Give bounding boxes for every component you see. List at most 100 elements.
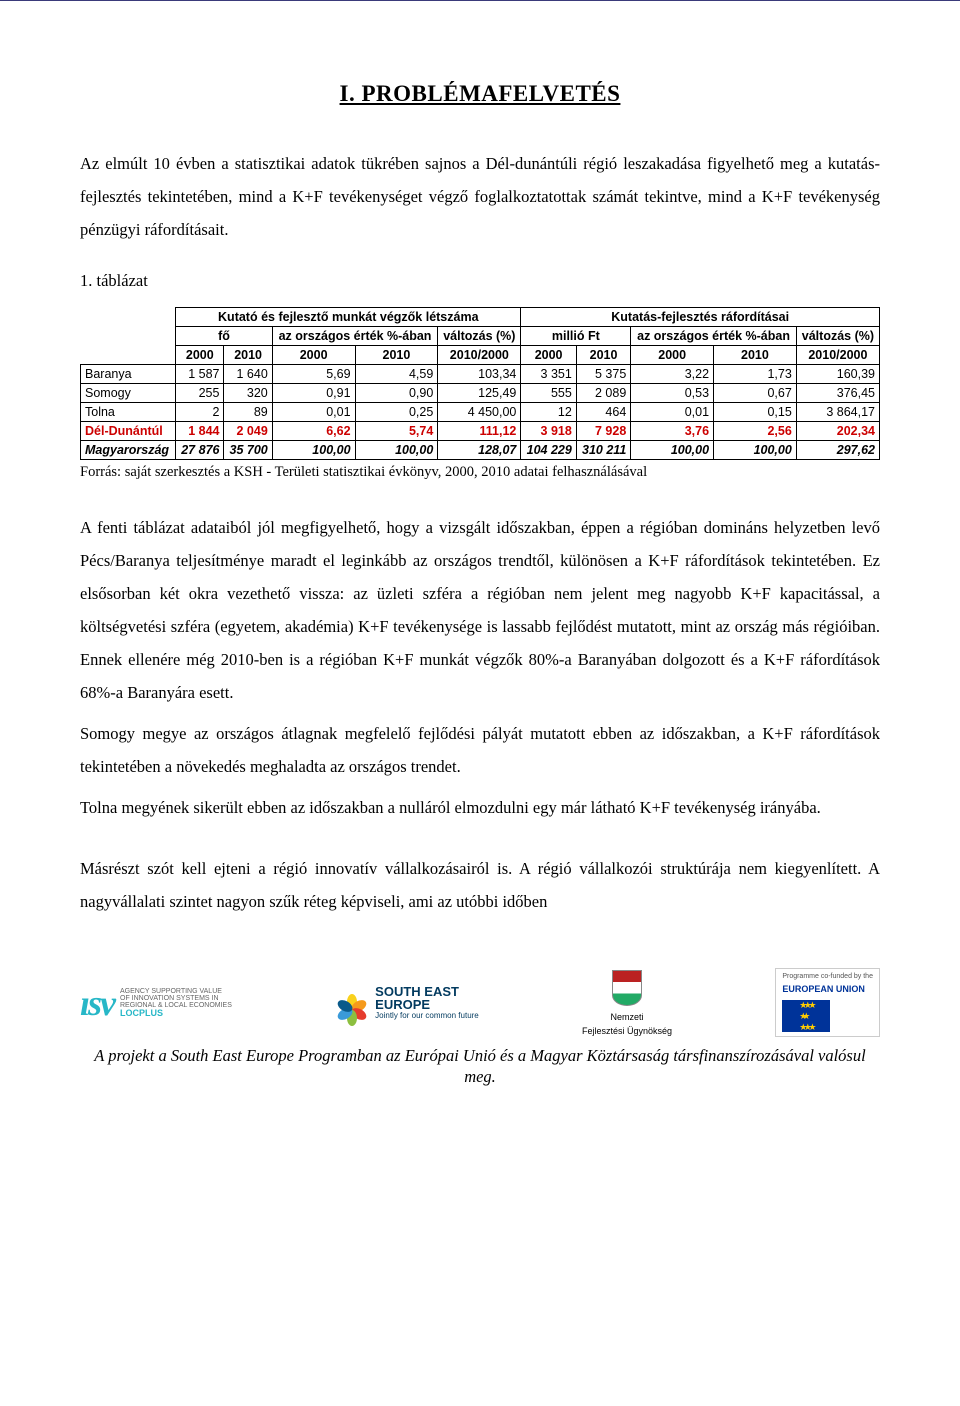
- row-name: Somogy: [81, 384, 176, 403]
- paragraph-analysis-3: Tolna megyének sikerült ebben az időszak…: [80, 791, 880, 824]
- nfu-line-2: Fejlesztési Ügynökség: [582, 1026, 672, 1036]
- cell: 3,22: [631, 365, 714, 384]
- paragraph-analysis-1: A fenti táblázat adataiból jól megfigyel…: [80, 511, 880, 709]
- cell: 310 211: [576, 441, 630, 460]
- cell: 125,49: [438, 384, 521, 403]
- cell: 100,00: [714, 441, 797, 460]
- cell: 464: [576, 403, 630, 422]
- col-year: 2010: [224, 346, 272, 365]
- row-name: Tolna: [81, 403, 176, 422]
- table-caption: 1. táblázat: [80, 264, 880, 297]
- col-sub-orsz-1: az országos érték %-ában: [272, 327, 438, 346]
- col-year: 2010: [576, 346, 630, 365]
- table-row: Tolna2890,010,254 450,00124640,010,153 8…: [81, 403, 880, 422]
- cell: 27 876: [176, 441, 224, 460]
- col-sub-valt-2: változás (%): [796, 327, 879, 346]
- col-year: 2010/2000: [796, 346, 879, 365]
- footer-logo-row: ısv AGENCY SUPPORTING VALUE OF INNOVATIO…: [80, 968, 880, 1037]
- table-row: Baranya1 5871 6405,694,59103,343 3515 37…: [81, 365, 880, 384]
- cell: 2 089: [576, 384, 630, 403]
- isv-text: AGENCY SUPPORTING VALUE OF INNOVATION SY…: [120, 988, 232, 1018]
- cell: 89: [224, 403, 272, 422]
- col-sub-valt-1: változás (%): [438, 327, 521, 346]
- logo-isv: ısv AGENCY SUPPORTING VALUE OF INNOVATIO…: [80, 982, 232, 1024]
- cell: 3,76: [631, 422, 714, 441]
- cell: 104 229: [521, 441, 576, 460]
- page-container: I. PROBLÉMAFELVETÉS Az elmúlt 10 évben a…: [0, 0, 960, 1108]
- eu-line-2: EUROPEAN UNION: [782, 984, 865, 994]
- eu-stars-icon: ★ ★ ★★ ★★ ★ ★: [799, 1000, 813, 1033]
- row-name: Magyarország: [81, 441, 176, 460]
- cell: 100,00: [355, 441, 438, 460]
- table-source: Forrás: saját szerkesztés a KSH - Terüle…: [80, 464, 880, 481]
- cell: 0,01: [631, 403, 714, 422]
- cell: 35 700: [224, 441, 272, 460]
- cell: 555: [521, 384, 576, 403]
- cell: 0,01: [272, 403, 355, 422]
- cell: 0,67: [714, 384, 797, 403]
- cell: 2 049: [224, 422, 272, 441]
- cell: 0,15: [714, 403, 797, 422]
- col-year: 2000: [176, 346, 224, 365]
- logo-south-east-europe: SOUTH EAST EUROPE Jointly for our common…: [335, 985, 479, 1021]
- cell: 12: [521, 403, 576, 422]
- col-group-2: Kutatás-fejlesztés ráfordításai: [521, 308, 880, 327]
- cell: 4 450,00: [438, 403, 521, 422]
- col-sub-millio: millió Ft: [521, 327, 631, 346]
- isv-mark-icon: ısv: [80, 982, 114, 1024]
- cell: 6,62: [272, 422, 355, 441]
- se-subtitle: Jointly for our common future: [375, 1011, 479, 1020]
- cell: 5 375: [576, 365, 630, 384]
- cell: 4,59: [355, 365, 438, 384]
- col-sub-fo: fő: [176, 327, 273, 346]
- table-row: Dél-Dunántúl1 8442 0496,625,74111,123 91…: [81, 422, 880, 441]
- cell: 202,34: [796, 422, 879, 441]
- cell: 103,34: [438, 365, 521, 384]
- cell: 1,73: [714, 365, 797, 384]
- cell: 2,56: [714, 422, 797, 441]
- cell: 1 844: [176, 422, 224, 441]
- cell: 2: [176, 403, 224, 422]
- cell: 0,90: [355, 384, 438, 403]
- col-year: 2010: [355, 346, 438, 365]
- cell: 5,69: [272, 365, 355, 384]
- se-title-2: EUROPE: [375, 998, 479, 1011]
- cell: 0,91: [272, 384, 355, 403]
- col-year: 2000: [521, 346, 576, 365]
- cell: 3 864,17: [796, 403, 879, 422]
- cell: 5,74: [355, 422, 438, 441]
- cell: 100,00: [631, 441, 714, 460]
- nfu-line-1: Nemzeti: [611, 1012, 644, 1022]
- eu-flag-icon: ★ ★ ★★ ★★ ★ ★: [782, 1000, 830, 1032]
- paragraph-analysis-2: Somogy megye az országos átlagnak megfel…: [80, 717, 880, 783]
- logo-eu: Programme co-funded by the EUROPEAN UNIO…: [775, 968, 880, 1037]
- cell: 3 918: [521, 422, 576, 441]
- isv-line: AGENCY SUPPORTING VALUE: [120, 988, 232, 995]
- table-row: Somogy2553200,910,90125,495552 0890,530,…: [81, 384, 880, 403]
- col-year: 2010/2000: [438, 346, 521, 365]
- cell: 320: [224, 384, 272, 403]
- footer-disclaimer: A projekt a South East Europe Programban…: [80, 1045, 880, 1088]
- cell: 128,07: [438, 441, 521, 460]
- cell: 0,53: [631, 384, 714, 403]
- cell: 0,25: [355, 403, 438, 422]
- page-title: I. PROBLÉMAFELVETÉS: [80, 81, 880, 107]
- cell: 3 351: [521, 365, 576, 384]
- table-row: Magyarország27 87635 700100,00100,00128,…: [81, 441, 880, 460]
- table-header: Kutató és fejlesztő munkát végzők létszá…: [81, 308, 880, 365]
- cell: 111,12: [438, 422, 521, 441]
- eu-line-1: Programme co-funded by the: [782, 973, 873, 980]
- cell: 100,00: [272, 441, 355, 460]
- col-year: 2000: [631, 346, 714, 365]
- table-body: Baranya1 5871 6405,694,59103,343 3515 37…: [81, 365, 880, 460]
- cell: 7 928: [576, 422, 630, 441]
- cell: 1 640: [224, 365, 272, 384]
- col-year: 2010: [714, 346, 797, 365]
- paragraph-closing: Másrészt szót kell ejteni a régió innova…: [80, 852, 880, 918]
- col-group-1: Kutató és fejlesztő munkát végzők létszá…: [176, 308, 521, 327]
- kf-table: Kutató és fejlesztő munkát végzők létszá…: [80, 307, 880, 460]
- crest-icon: [612, 970, 642, 1006]
- cell: 297,62: [796, 441, 879, 460]
- paragraph-intro: Az elmúlt 10 évben a statisztikai adatok…: [80, 147, 880, 246]
- cell: 1 587: [176, 365, 224, 384]
